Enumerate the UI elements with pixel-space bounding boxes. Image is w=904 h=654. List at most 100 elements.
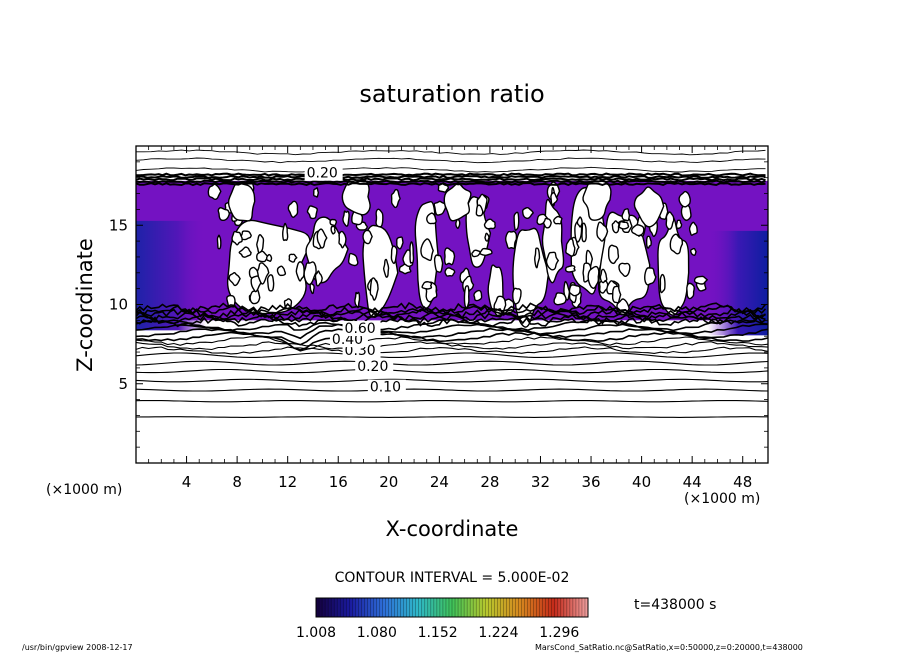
- contour-label-bg: [304, 165, 343, 181]
- subsaturated-cell: [316, 228, 328, 249]
- subsaturated-cell: [644, 267, 657, 286]
- subsaturated-cell: [216, 234, 222, 250]
- x-tick-label: 28: [480, 473, 499, 491]
- subsaturated-cell: [665, 211, 675, 230]
- subsaturated-holes: [207, 177, 709, 328]
- contour-line: [136, 360, 768, 366]
- contour-lines: [136, 149, 768, 418]
- contour-line: [136, 352, 768, 358]
- subsaturated-cell: [227, 182, 256, 222]
- subsaturated-cell: [228, 272, 241, 287]
- subsaturated-cell: [536, 213, 549, 226]
- subsaturated-cell: [256, 234, 265, 254]
- subsaturated-cell: [678, 190, 691, 208]
- subsaturated-cell: [433, 200, 447, 216]
- subsaturated-cell: [390, 245, 398, 265]
- subsaturated-cell: [576, 216, 583, 228]
- y-tick-label: 5: [118, 375, 128, 393]
- subsaturated-cell: [444, 267, 456, 277]
- subsaturated-cell: [680, 204, 692, 221]
- subsaturated-cell: [675, 219, 683, 230]
- subsaturated-cell: [338, 230, 347, 249]
- contour-label: 0.30: [345, 343, 376, 359]
- subsaturated-cell: [545, 251, 560, 271]
- contour-line: [136, 336, 768, 352]
- chart-title: saturation ratio: [359, 80, 544, 108]
- contour-labels: 0.100.200.300.400.600.20: [304, 165, 406, 396]
- contour-line-band-top: [136, 181, 766, 187]
- colorbar-tick-label: 1.224: [478, 625, 518, 641]
- contour-line: [136, 416, 768, 418]
- subsaturated-cell: [207, 183, 222, 200]
- subsaturated-cell: [475, 204, 484, 217]
- subsaturated-cell: [565, 238, 576, 257]
- subsaturated-cell: [534, 247, 541, 269]
- subsaturated-cell: [341, 177, 371, 216]
- subsaturated-cell: [276, 265, 287, 277]
- contour-line: [136, 346, 768, 355]
- subsaturated-cell: [266, 274, 275, 292]
- contour-label-bg: [355, 359, 394, 375]
- subsaturated-cell: [686, 282, 695, 300]
- subsaturated-cell: [347, 252, 359, 267]
- subsaturated-cell: [455, 217, 461, 229]
- contour-line: [136, 388, 768, 392]
- subsaturated-cell: [633, 186, 665, 228]
- footer-right: MarsCond_SatRatio.nc@SatRatio,x=0:50000,…: [535, 643, 803, 652]
- contour-label: 0.20: [357, 359, 388, 375]
- subsaturated-cell: [645, 235, 652, 249]
- subsaturated-cell: [330, 225, 336, 235]
- x-tick-label: 12: [278, 473, 297, 491]
- y-axis-label: Z-coordinate: [73, 238, 97, 372]
- subsaturated-cell: [607, 244, 620, 265]
- subsaturated-cell: [383, 258, 390, 278]
- colorbar-tick-label: 1.080: [357, 625, 397, 641]
- subsaturated-cell: [611, 220, 620, 234]
- subsaturated-cell: [226, 219, 311, 315]
- subsaturated-cell: [598, 280, 610, 294]
- subsaturated-cell: [618, 220, 630, 230]
- subsaturated-cell: [309, 282, 315, 295]
- x-tick-label: 4: [182, 473, 192, 491]
- contour-line-upper: [136, 149, 766, 156]
- subsaturated-cell: [354, 291, 361, 309]
- subsaturated-cell: [621, 208, 631, 222]
- subsaturated-cell: [238, 246, 252, 258]
- contour-line: [136, 400, 768, 403]
- contour-label: 0.20: [307, 166, 338, 182]
- subsaturated-cell: [390, 188, 401, 209]
- subsaturated-cell: [512, 287, 522, 305]
- subsaturated-cell: [362, 229, 373, 245]
- subsaturated-cell: [473, 289, 483, 302]
- subsaturated-cell: [693, 275, 709, 285]
- colorbar: 1.008 1.080 1.152 1.224 1.296: [296, 597, 589, 641]
- contour-label: 0.10: [370, 380, 401, 396]
- subsaturated-cell: [256, 250, 270, 263]
- colorbar-tick-label: 1.296: [539, 625, 579, 641]
- subsaturated-cell: [471, 249, 481, 258]
- y-tick-label: 10: [109, 296, 128, 314]
- subsaturated-cell: [266, 253, 273, 262]
- subsaturated-cell: [420, 238, 434, 262]
- subsaturated-cell: [521, 206, 535, 220]
- contour-interval: CONTOUR INTERVAL = 5.000E-02: [335, 570, 570, 586]
- y-axis: 5 10 15: [109, 161, 768, 448]
- subsaturated-cell: [239, 230, 252, 241]
- x-axis-unit-right: (×1000 m): [684, 491, 760, 507]
- subsaturated-cell: [433, 254, 444, 273]
- contour-line: [136, 378, 768, 383]
- subsaturated-cell: [479, 247, 493, 257]
- x-tick-label: 48: [733, 473, 752, 491]
- subsaturated-cell: [426, 212, 437, 225]
- time-label: t=438000 s: [634, 597, 716, 613]
- subsaturated-cell: [618, 262, 631, 278]
- x-tick-label: 44: [683, 473, 702, 491]
- subsaturated-cell: [314, 270, 323, 287]
- subsaturated-cell: [690, 247, 697, 256]
- subsaturated-cell: [611, 285, 622, 304]
- subsaturated-cell: [688, 221, 698, 236]
- contour-line-band-top: [136, 172, 766, 177]
- subsaturated-cell: [550, 192, 559, 206]
- subsaturated-cell: [483, 218, 496, 230]
